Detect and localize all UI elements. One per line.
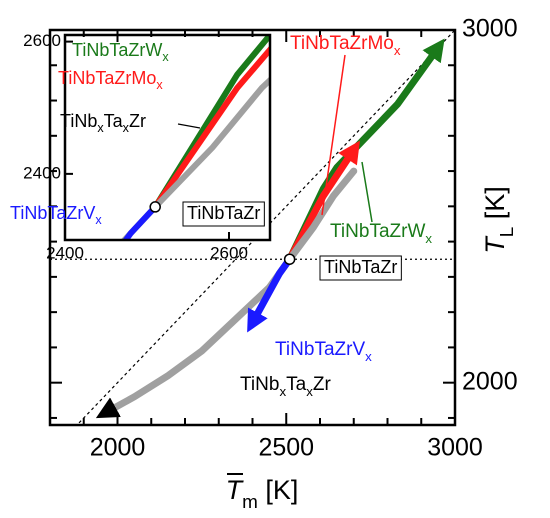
inset-frame xyxy=(63,33,272,242)
inset-series-label: TiNbTaZrVx xyxy=(10,203,102,228)
diagonal-line xyxy=(76,30,455,425)
overlay: 2000 2500 3000 2000 3000 Tm [K] TL [K] 2400 2600… xyxy=(10,15,518,513)
inset-area xyxy=(120,35,270,240)
point-label: TiNbTaZr xyxy=(187,203,260,223)
inset-series-label: TiNbTaZrMox xyxy=(58,68,163,93)
inset-y-tick-label: 2600 xyxy=(23,31,61,50)
point-label-box xyxy=(182,201,265,227)
inset-x-tick-label: 2400 xyxy=(46,243,84,262)
inset-y-tick-label: 2400 xyxy=(23,163,61,182)
point xyxy=(283,253,296,265)
point xyxy=(149,201,161,213)
x-tick-label: 2500 xyxy=(258,434,314,462)
leader-line xyxy=(361,161,373,223)
y-tick-label: 2000 xyxy=(462,367,518,395)
inset-series-label: TiNbxTaxZr xyxy=(60,111,146,136)
inset-series-label: TiNbTaZrWx xyxy=(72,40,169,65)
series-line xyxy=(152,45,270,210)
x-tick-label: 2000 xyxy=(90,434,146,462)
series-label: TiNbxTaxZr xyxy=(240,374,331,399)
point-label-box xyxy=(319,255,402,281)
y-tick-label: 3000 xyxy=(462,15,518,43)
series-line xyxy=(152,35,270,210)
leader-line xyxy=(177,123,201,129)
series-line xyxy=(95,167,358,419)
x-tick-label: 3000 xyxy=(427,434,483,462)
inset-x-tick-label: 2600 xyxy=(210,243,248,262)
series-label: TiNbTaZrMox xyxy=(290,33,401,58)
series-label: TiNbTaZrVx xyxy=(275,339,372,364)
series-line xyxy=(120,76,270,240)
point-label: TiNbTaZr xyxy=(324,257,397,277)
y-axis-label: TL [K] xyxy=(480,186,517,254)
series-label: TiNbTaZrWx xyxy=(330,221,432,246)
leader-line xyxy=(321,54,346,216)
x-axis-label: Tm [K] xyxy=(226,475,299,512)
series-line xyxy=(247,255,294,333)
series-line xyxy=(122,203,159,240)
plot-area xyxy=(50,30,455,425)
